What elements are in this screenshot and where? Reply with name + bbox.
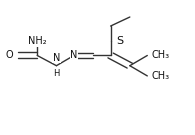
Text: N: N (53, 53, 60, 63)
Text: NH₂: NH₂ (28, 36, 47, 46)
Text: H: H (53, 69, 60, 78)
Text: S: S (116, 36, 123, 46)
Text: O: O (5, 50, 13, 60)
Text: CH₃: CH₃ (152, 50, 170, 60)
Text: CH₃: CH₃ (152, 71, 170, 81)
Text: N: N (70, 50, 78, 60)
